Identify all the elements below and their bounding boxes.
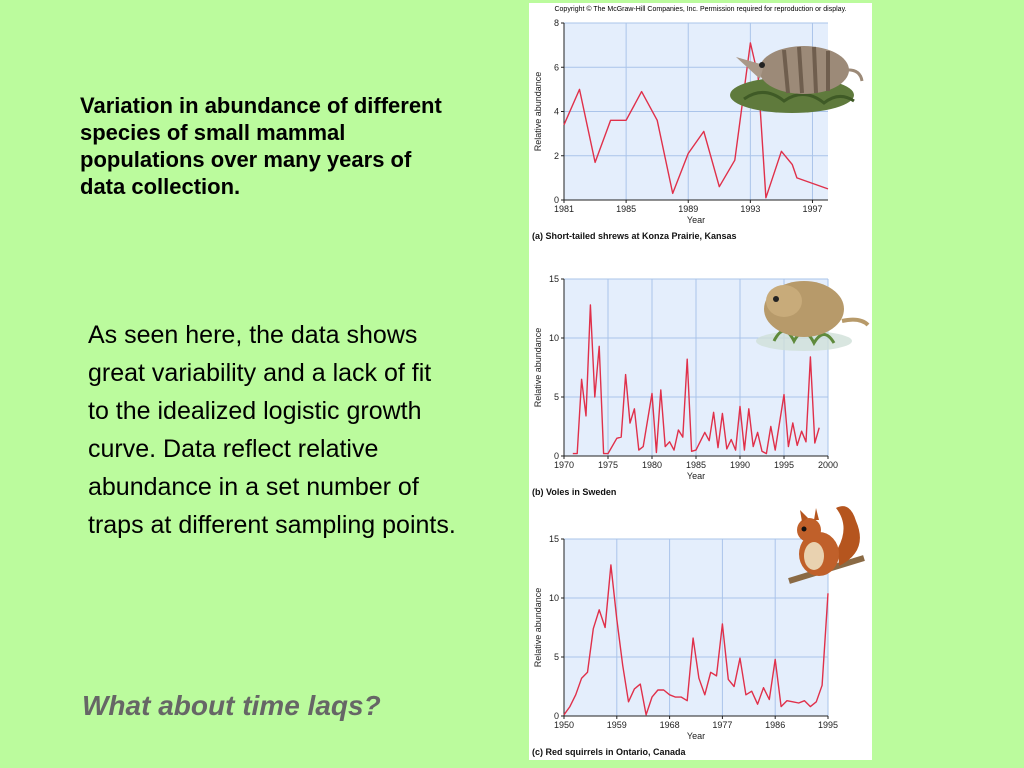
x-tick-label: 1990 [730, 460, 750, 470]
y-tick-label: 6 [554, 62, 559, 72]
chart-caption: (a) Short-tailed shrews at Konza Prairie… [532, 231, 737, 241]
x-axis-label: Year [687, 215, 705, 225]
series-line [563, 42, 829, 199]
figure-panel: Copyright © The McGraw-Hill Companies, I… [529, 3, 872, 760]
plot-area [564, 539, 828, 716]
y-tick-label: 5 [554, 392, 559, 402]
x-tick-label: 1985 [686, 460, 706, 470]
y-tick-label: 0 [554, 195, 559, 205]
x-tick-label: 1995 [818, 720, 838, 730]
x-axis-label: Year [687, 731, 705, 741]
series-line [563, 564, 829, 716]
slide-question: What about time laqs? [82, 690, 381, 721]
x-tick-label: 1995 [774, 460, 794, 470]
x-tick-label: 1997 [802, 204, 822, 214]
slide-heading: Variation in abundance of different spec… [80, 93, 442, 199]
x-tick-label: 1968 [660, 720, 680, 730]
x-tick-label: 1985 [616, 204, 636, 214]
x-tick-label: 1970 [554, 460, 574, 470]
vole-icon [756, 281, 870, 351]
x-tick-label: 1986 [765, 720, 785, 730]
x-tick-label: 1980 [642, 460, 662, 470]
y-tick-label: 5 [554, 652, 559, 662]
x-axis-label: Year [687, 471, 705, 481]
x-tick-label: 1959 [607, 720, 627, 730]
chart-caption: (b) Voles in Sweden [532, 487, 616, 497]
squirrel-icon [788, 506, 865, 584]
series-line [572, 304, 820, 455]
x-tick-label: 2000 [818, 460, 838, 470]
x-tick-label: 1977 [712, 720, 732, 730]
slide-body-text: As seen here, the data shows great varia… [88, 321, 456, 539]
y-tick-label: 0 [554, 451, 559, 461]
x-tick-label: 1981 [554, 204, 574, 214]
chart-figure: 0 2 4 6 8 1981 1985 1989 1993 1997 Year Relative ab… [532, 18, 838, 757]
y-tick-label: 4 [554, 107, 559, 117]
y-tick-label: 15 [549, 274, 559, 284]
x-tick-label: 1975 [598, 460, 618, 470]
y-axis-label: Relative abundance [533, 72, 543, 152]
y-tick-label: 2 [554, 151, 559, 161]
chart-caption: (c) Red squirrels in Ontario, Canada [532, 747, 687, 757]
x-tick-label: 1989 [678, 204, 698, 214]
x-tick-label: 1950 [554, 720, 574, 730]
y-tick-label: 8 [554, 18, 559, 28]
shrew-icon [730, 46, 864, 113]
x-tick-label: 1993 [740, 204, 760, 214]
copyright-notice: Copyright © The McGraw-Hill Companies, I… [554, 6, 847, 13]
y-tick-label: 10 [549, 333, 559, 343]
y-tick-label: 10 [549, 593, 559, 603]
y-axis-label: Relative abundance [533, 328, 543, 408]
y-axis-label: Relative abundance [533, 588, 543, 668]
y-tick-label: 15 [549, 534, 559, 544]
y-tick-label: 0 [554, 711, 559, 721]
